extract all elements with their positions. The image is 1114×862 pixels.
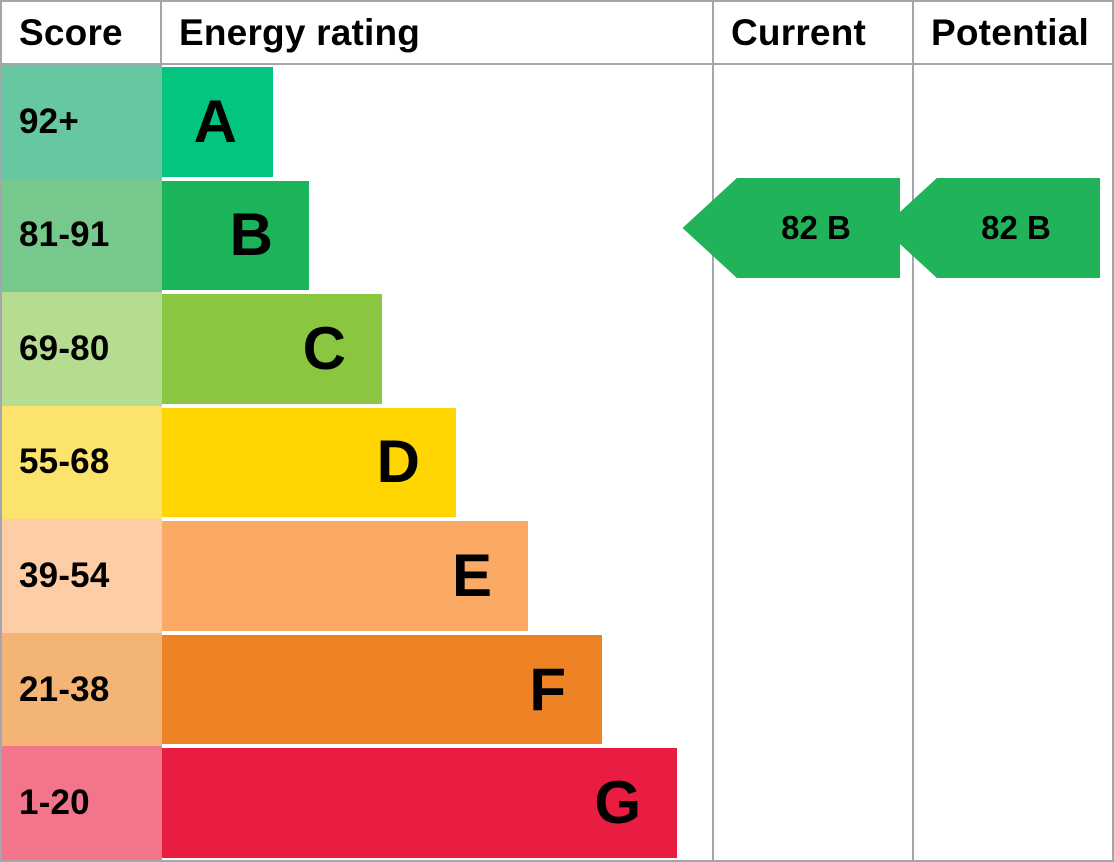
current-rating-label: 82 B — [781, 209, 851, 246]
band-row-g: G — [162, 746, 712, 860]
header-score: Score — [2, 2, 162, 65]
band-bar-a: A — [162, 67, 273, 177]
band-letter-f: F — [529, 655, 566, 723]
band-letter-b: B — [229, 201, 273, 269]
band-row-f: F — [162, 633, 712, 747]
band-letter-d: D — [376, 428, 420, 496]
band-bar-c: C — [162, 294, 382, 404]
current-rating-arrow: 82 B — [682, 178, 900, 278]
score-range-g: 1-20 — [2, 746, 162, 860]
band-letter-e: E — [451, 542, 492, 610]
band-row-b: B — [162, 179, 712, 293]
band-bar-d: D — [162, 407, 456, 518]
header-potential: Potential — [912, 2, 1112, 65]
header-energy-rating: Energy rating — [162, 2, 712, 65]
band-letter-c: C — [302, 314, 346, 382]
band-bar-b: B — [162, 180, 309, 291]
band-letter-a: A — [193, 87, 237, 155]
current-column: 82 B — [682, 65, 912, 860]
score-range-f: 21-38 — [2, 632, 162, 747]
band-bar-g: G — [162, 748, 677, 858]
potential-rating-label: 82 B — [981, 209, 1051, 246]
band-letter-g: G — [594, 769, 641, 837]
band-row-c: C — [162, 292, 712, 406]
score-range-a: 92+ — [2, 65, 162, 179]
score-range-b: 81-91 — [2, 178, 162, 293]
band-row-d: D — [162, 406, 712, 520]
band-row-e: E — [162, 519, 712, 633]
score-range-d: 55-68 — [2, 405, 162, 520]
band-row-a: A — [162, 65, 712, 179]
score-range-e: 39-54 — [2, 519, 162, 633]
band-bar-f: F — [162, 634, 602, 745]
score-range-c: 69-80 — [2, 292, 162, 406]
header-current: Current — [712, 2, 912, 65]
band-bar-e: E — [162, 521, 528, 631]
potential-rating-arrow: 82 B — [882, 178, 1100, 278]
potential-column: 82 B — [882, 65, 1112, 860]
